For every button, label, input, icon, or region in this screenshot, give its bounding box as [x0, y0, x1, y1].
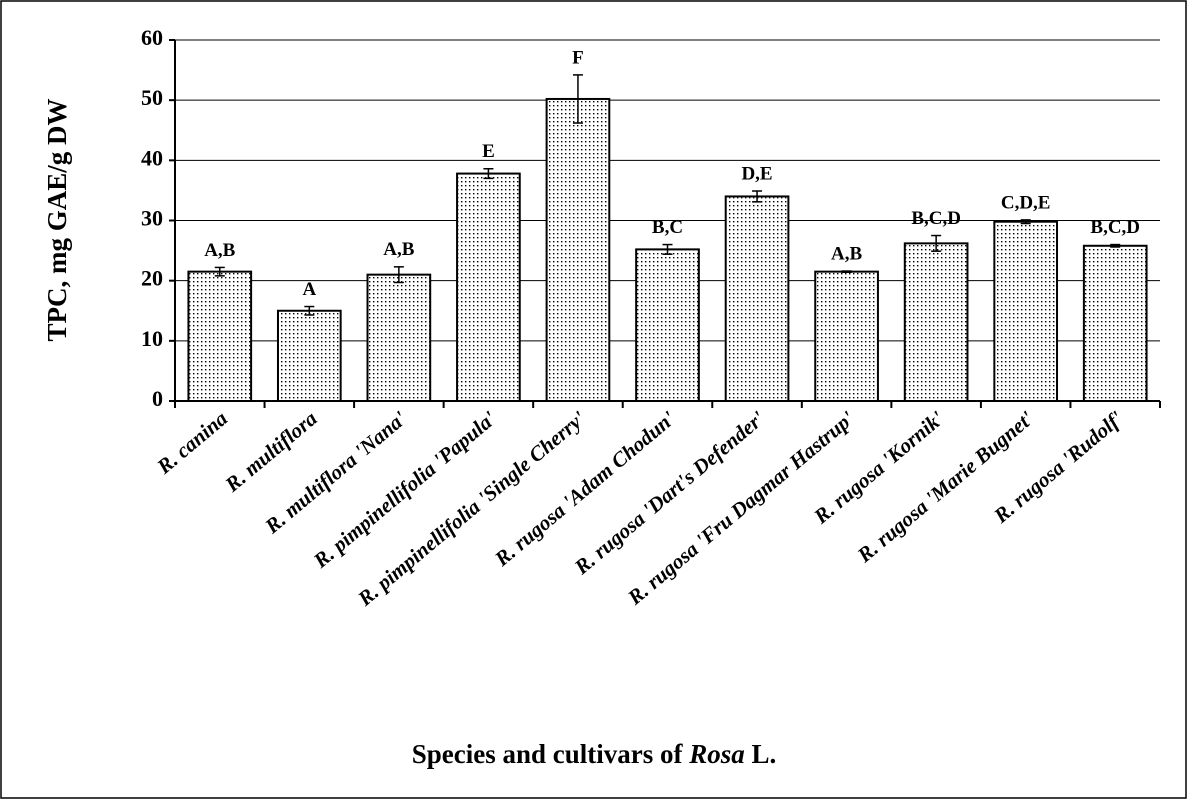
significance-letter: B,C — [652, 217, 683, 238]
significance-letter: C,D,E — [1001, 192, 1051, 213]
x-axis-title: Species and cultivars of Rosa L. — [412, 739, 777, 769]
bar — [1082, 244, 1148, 402]
bar — [814, 270, 879, 402]
x-title-part: L. — [745, 739, 777, 769]
y-tick-label: 30 — [141, 206, 163, 231]
x-tick-label: R. rugosa 'Adam Chodun' — [489, 406, 680, 571]
x-tick-label: R. canina — [152, 406, 233, 479]
y-tick-label: 40 — [141, 145, 163, 170]
significance-letter: A — [302, 279, 316, 300]
bar — [545, 97, 611, 402]
significance-letter: A,B — [831, 243, 862, 264]
bar — [724, 195, 790, 402]
bar — [187, 270, 253, 402]
x-title-part: Rosa — [688, 739, 745, 769]
significance-letter: D,E — [741, 163, 772, 184]
significance-letter: E — [482, 141, 495, 162]
bar — [276, 309, 342, 402]
y-tick-label: 60 — [141, 25, 163, 50]
x-tick-label: R. rugosa 'Marie Bugnet' — [852, 406, 1038, 568]
y-tick-label: 10 — [141, 326, 163, 351]
y-tick-label: 50 — [141, 85, 163, 110]
y-tick-label: 20 — [141, 266, 163, 291]
bar — [903, 242, 969, 402]
bar — [993, 220, 1059, 402]
bar — [456, 172, 521, 402]
bar — [366, 273, 432, 402]
x-title-part: Species and cultivars of — [412, 739, 690, 769]
significance-letter: F — [572, 47, 584, 68]
y-tick-label: 0 — [152, 386, 163, 411]
bar — [635, 248, 700, 402]
significance-letter: A,B — [383, 239, 414, 260]
y-axis-title: TPC, mg GAE/g DW — [42, 99, 72, 342]
significance-letter: A,B — [204, 240, 235, 261]
significance-letter: B,C,D — [911, 208, 961, 229]
significance-letter: B,C,D — [1090, 217, 1140, 238]
